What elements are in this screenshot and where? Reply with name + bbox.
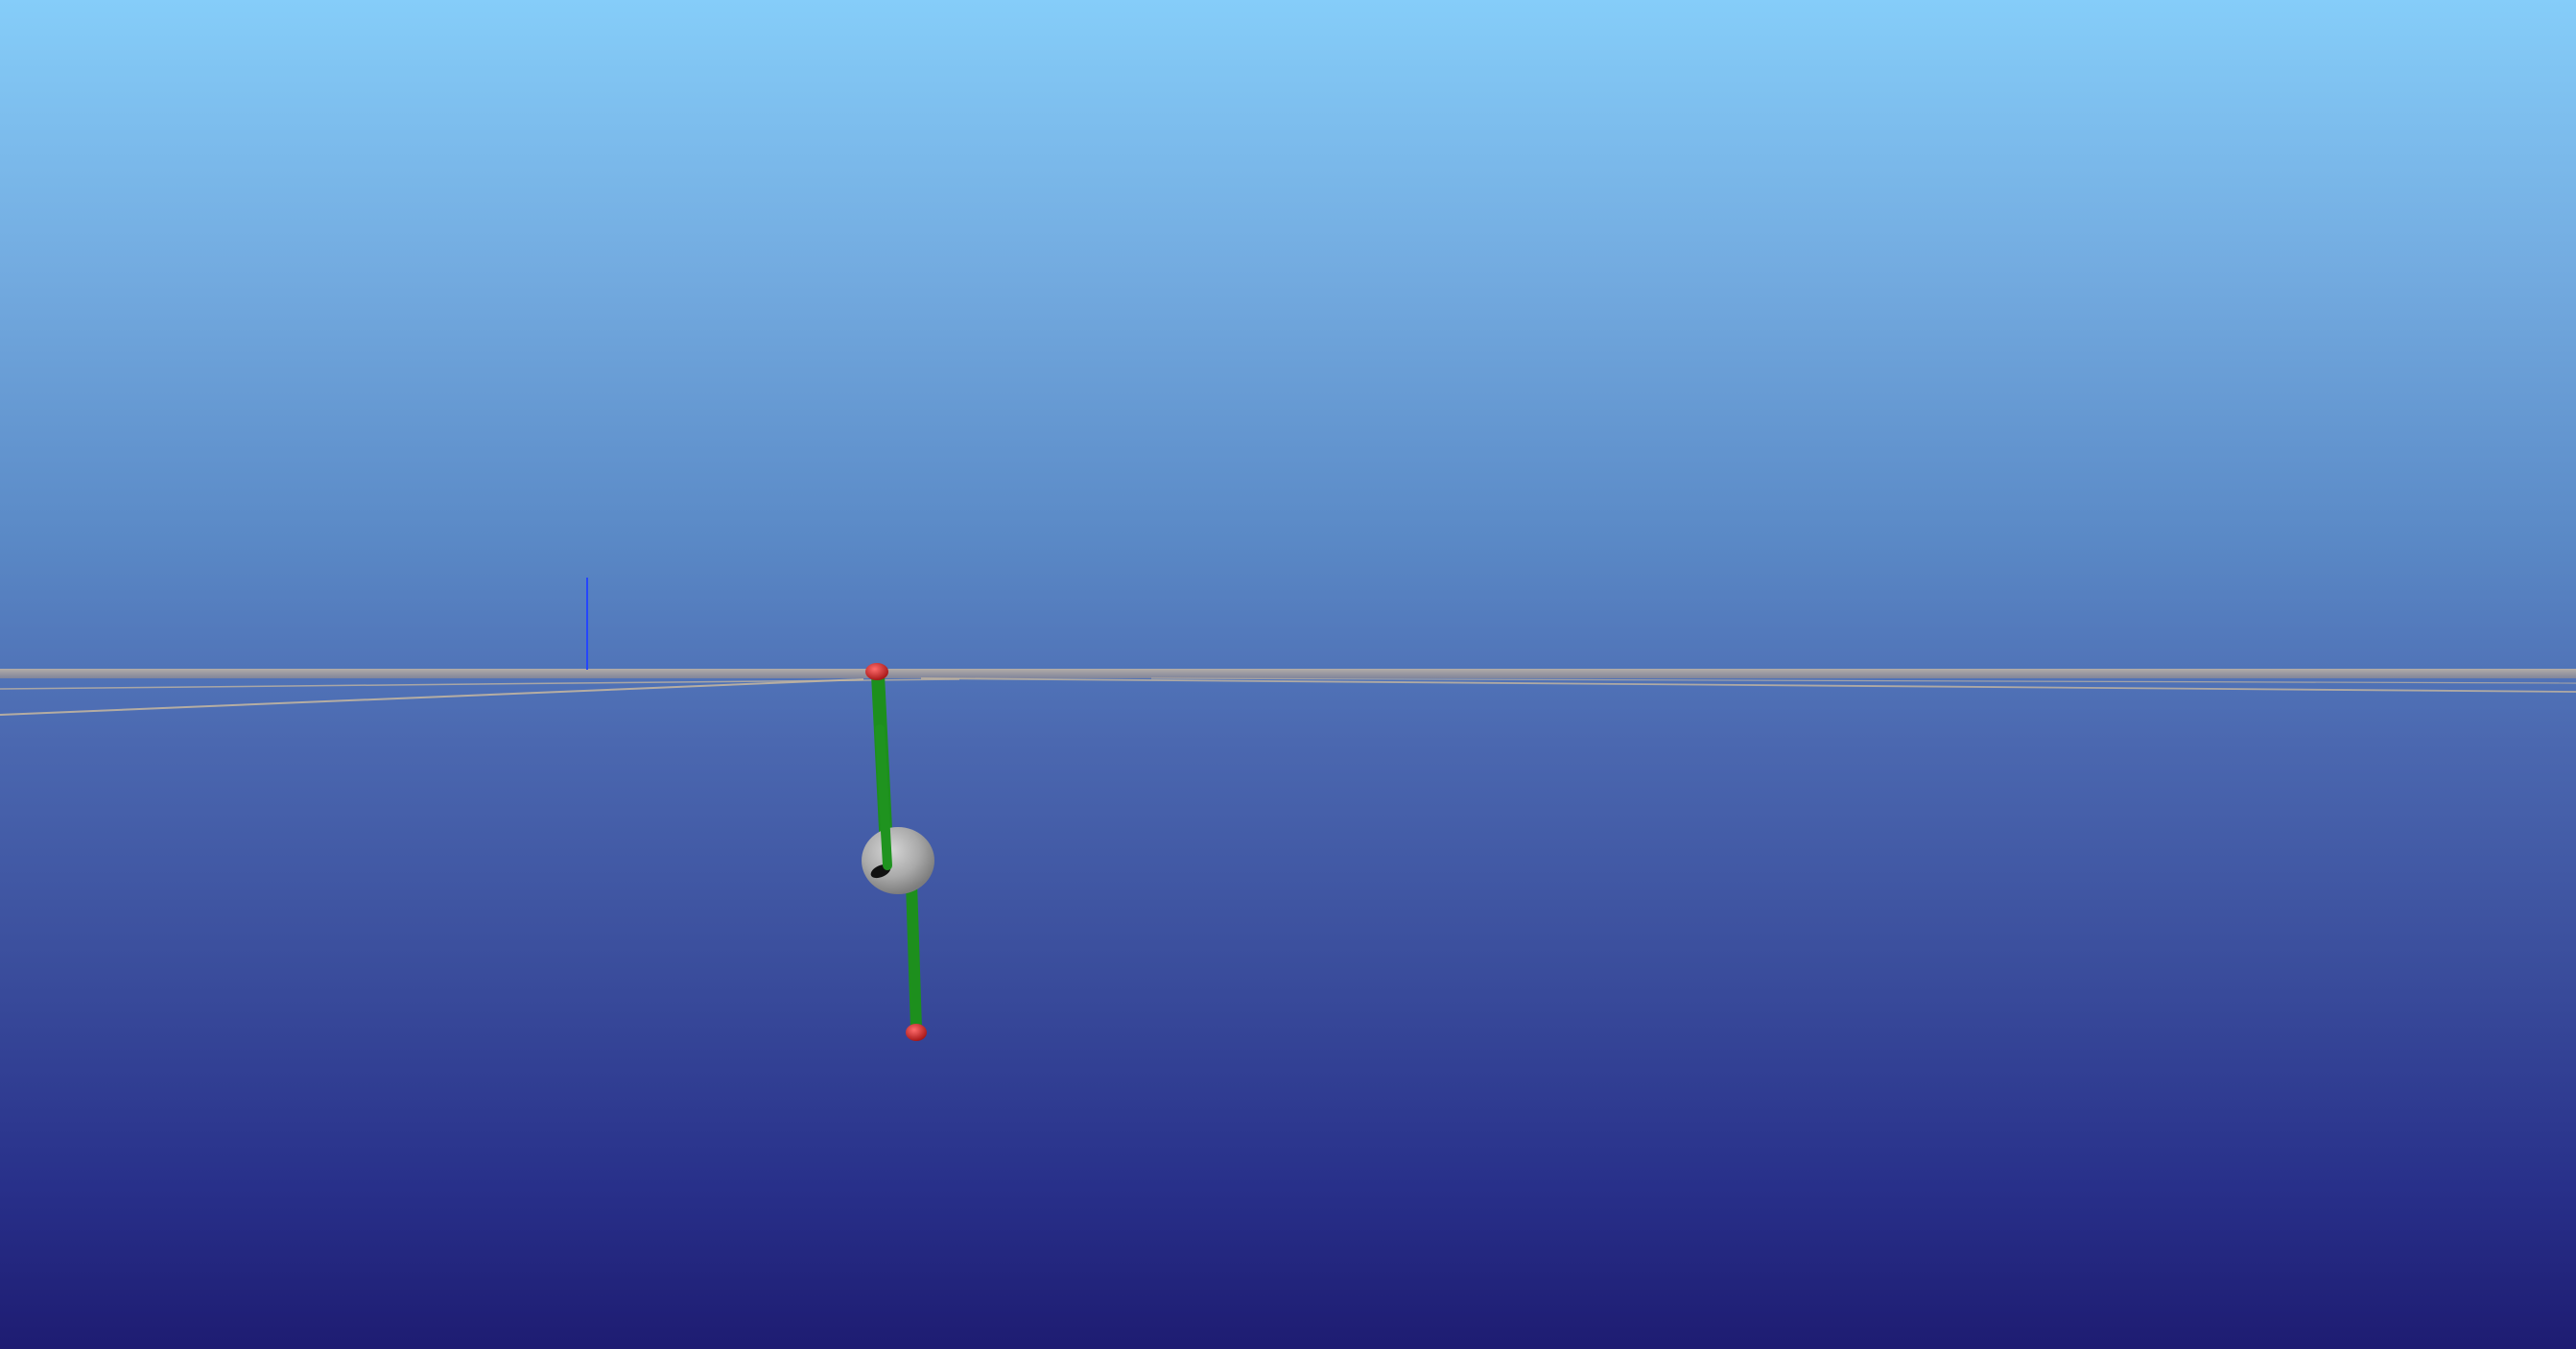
pendulum-upper-rod-overlay	[875, 724, 892, 870]
pendulum-lower-rod[interactable]	[906, 877, 922, 1034]
grid-line	[920, 677, 2576, 693]
pendulum-bob[interactable]	[862, 827, 934, 894]
grid-line	[0, 678, 864, 716]
top-pivot-joint[interactable]	[865, 663, 888, 680]
grid-line	[1150, 677, 2576, 684]
bottom-end-joint[interactable]	[906, 1024, 927, 1041]
grid-line	[0, 678, 960, 690]
ground-plane	[0, 669, 2576, 678]
